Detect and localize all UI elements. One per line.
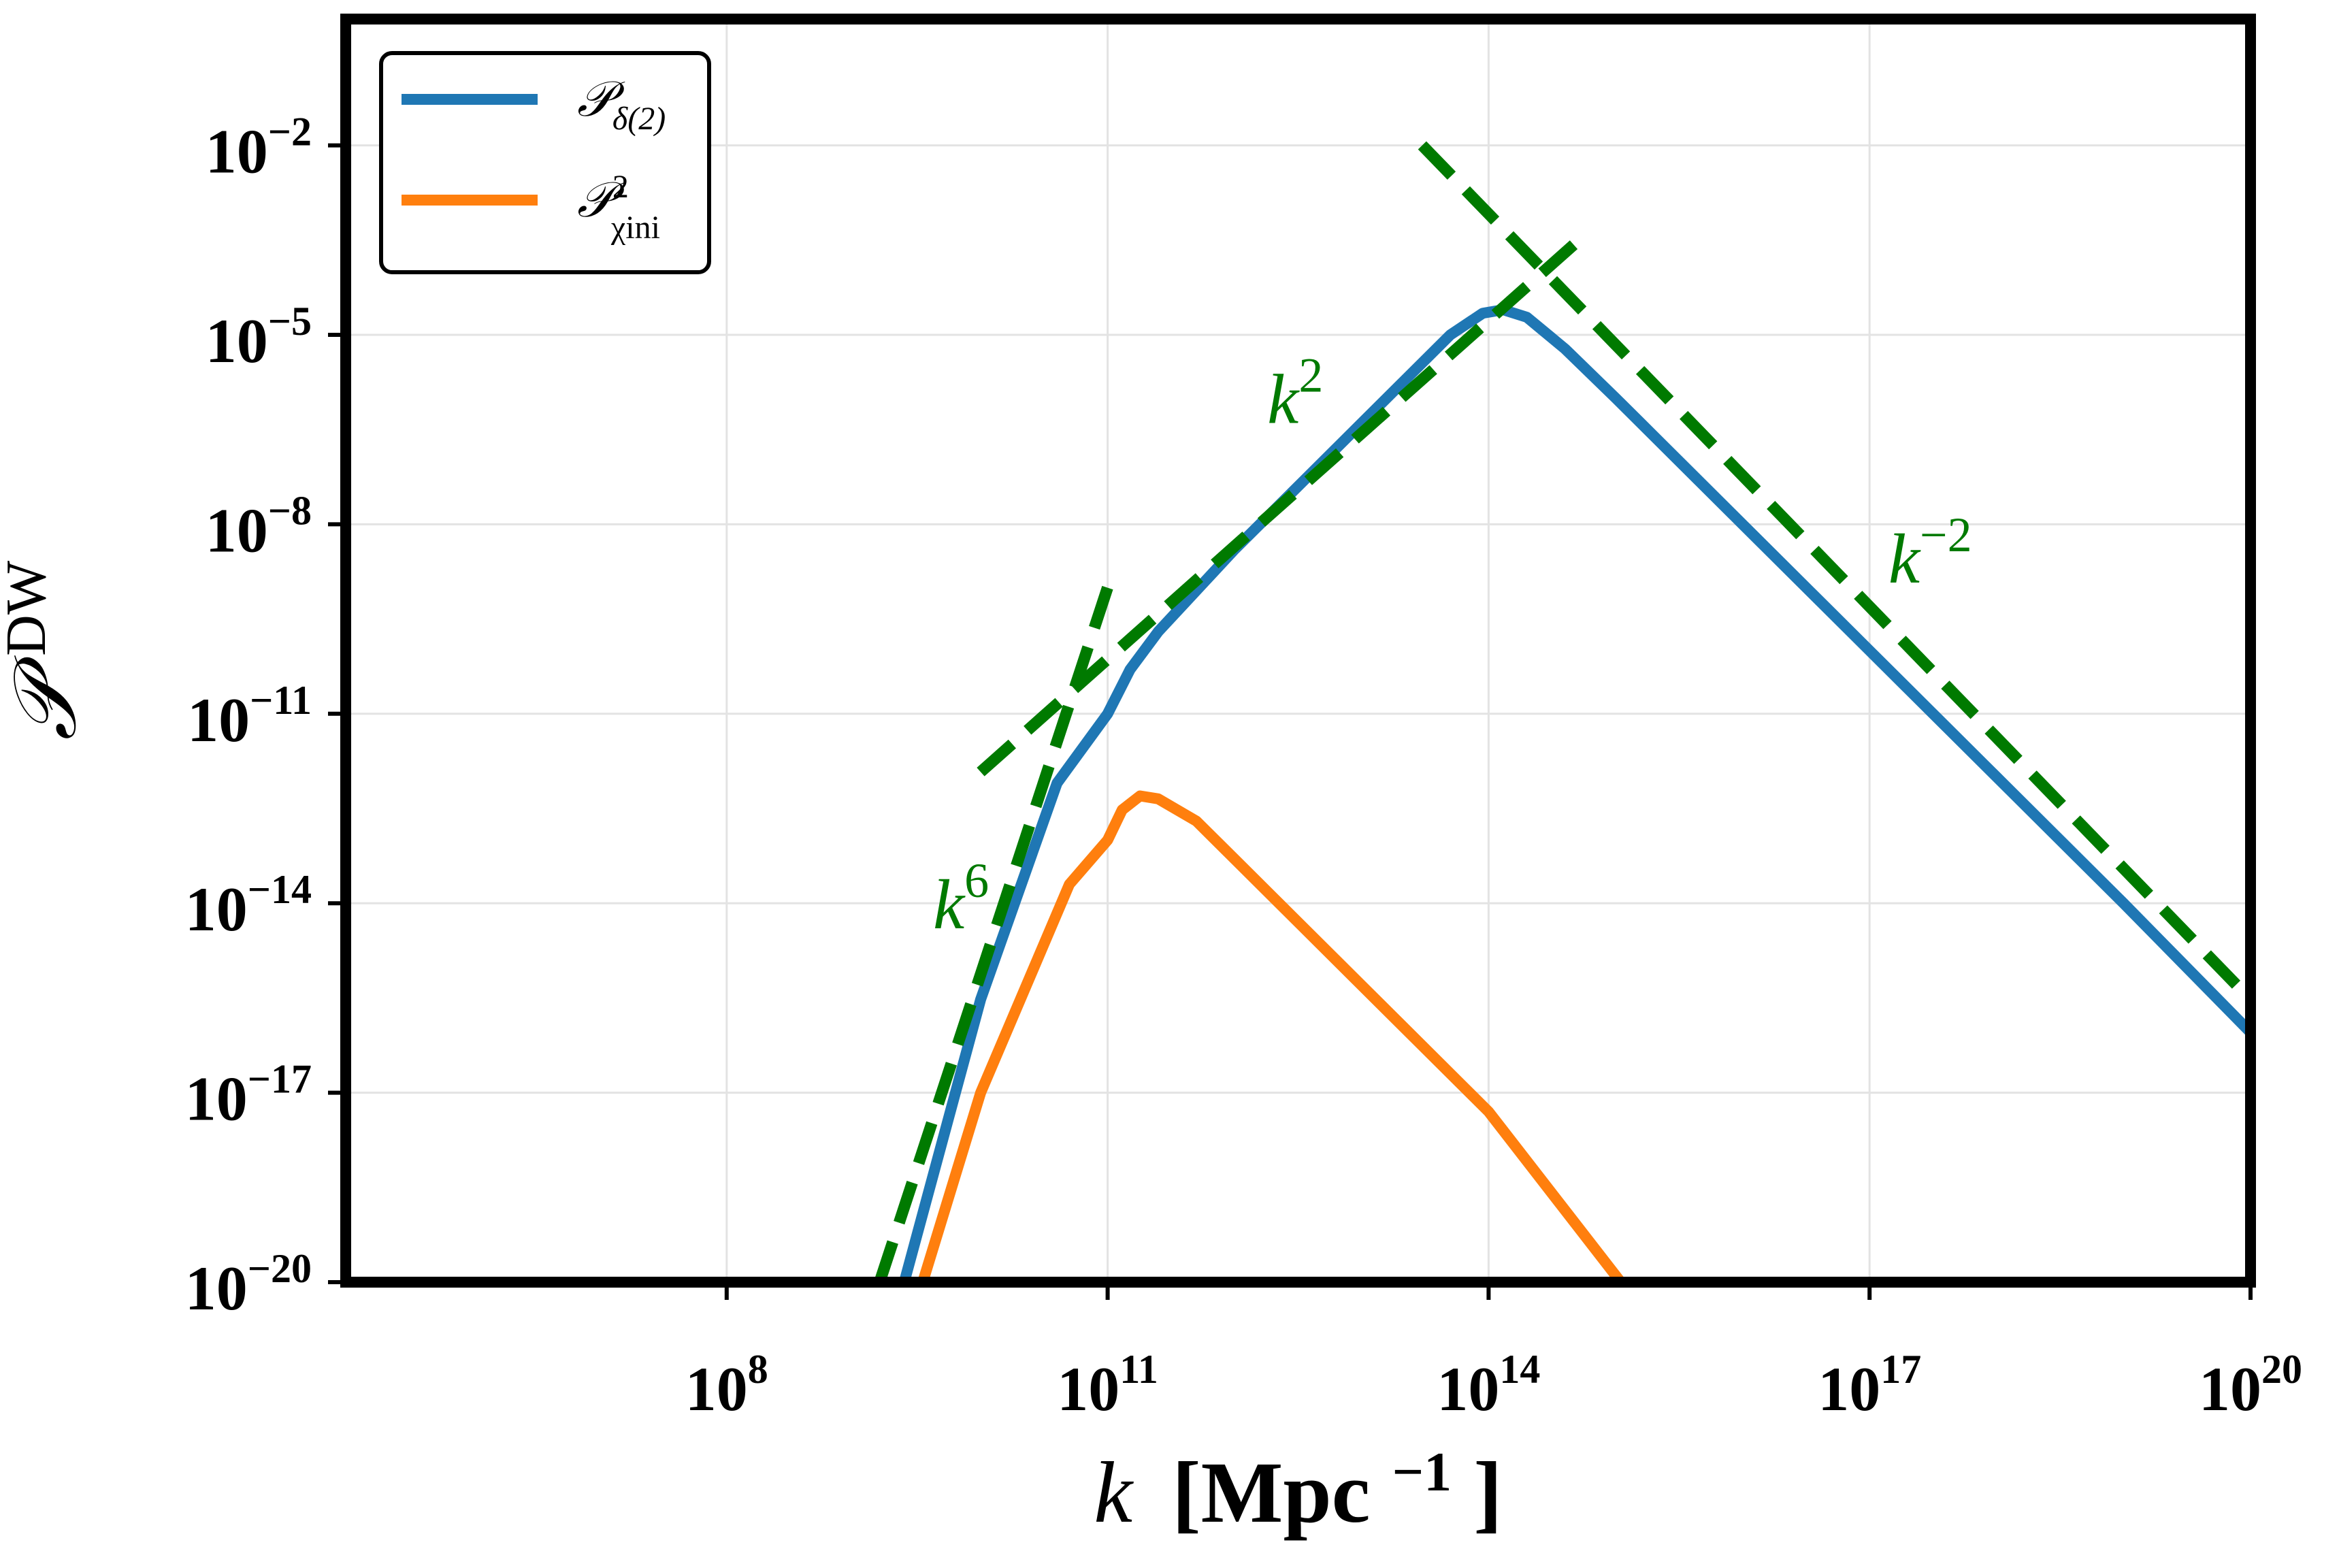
y-tick-base: 10 (185, 1064, 248, 1134)
y-tick-label: 10−5 (206, 299, 312, 376)
x-axis-label-unit-close: ] (1473, 1444, 1503, 1541)
annotation-label: k6 (933, 853, 989, 944)
y-axis-label-var: 𝒫 (0, 655, 94, 740)
x-axis-label-unit-exp: −1 (1392, 1441, 1452, 1503)
series-line-2 (917, 790, 1626, 1282)
y-tick-base: 10 (187, 685, 250, 755)
y-tick-base: 10 (206, 495, 268, 565)
annotation-base: k (1267, 361, 1300, 439)
x-axis-label-unit: [Mpc (1172, 1444, 1370, 1541)
ticks: 108 1011 1014 1017 102010−210−510−810−1110−1… (185, 110, 2302, 1424)
x-axis-label-var: k (1094, 1444, 1134, 1541)
x-tick-base: 10 (1057, 1354, 1119, 1424)
x-tick-base: 10 (1437, 1354, 1499, 1424)
x-tick-exp: 17 (1880, 1347, 1921, 1392)
x-tick-label: 108 (685, 1347, 768, 1424)
y-tick-base: 10 (185, 875, 248, 944)
x-tick-base: 10 (2199, 1354, 2261, 1424)
series-layer (874, 141, 2251, 1282)
legend: 𝒫δ(2)𝒫2 χini (379, 51, 711, 274)
x-tick-label: 1014 (1437, 1347, 1540, 1424)
y-axis-label-sup: DW (0, 560, 58, 656)
legend-label-sub: χini (610, 210, 660, 246)
y-tick-exp: −11 (250, 678, 312, 723)
y-tick-base: 10 (206, 117, 268, 186)
y-tick-exp: −8 (268, 488, 312, 533)
y-tick-label: 10−11 (187, 678, 312, 755)
y-tick-label: 10−2 (206, 110, 312, 186)
y-tick-exp: −5 (268, 299, 312, 344)
y-tick-label: 10−8 (206, 488, 312, 565)
y-tick-exp: −2 (268, 110, 312, 154)
x-tick-exp: 8 (748, 1347, 768, 1392)
annotation-base: k (1888, 520, 1921, 598)
annotations: k2k−2k6 (933, 348, 1972, 944)
x-tick-exp: 14 (1499, 1347, 1540, 1392)
legend-label-sup: 2 (612, 169, 629, 205)
legend-label-sub: δ(2) (612, 101, 666, 137)
x-tick-label: 1020 (2199, 1347, 2302, 1424)
x-tick-exp: 20 (2261, 1347, 2302, 1392)
annotation-label: k2 (1267, 348, 1323, 439)
y-axis-label: 𝒫 DW (0, 560, 94, 740)
series-line-4 (977, 237, 1582, 777)
series-line-3 (874, 585, 1113, 1282)
y-tick-label: 10−17 (185, 1057, 312, 1134)
legend-box (379, 51, 711, 274)
y-tick-exp: −20 (248, 1246, 312, 1291)
y-tick-label: 10−20 (185, 1246, 312, 1323)
annotation-label: k−2 (1888, 508, 1972, 598)
annotation-exp: 6 (964, 853, 989, 908)
y-tick-label: 10−14 (185, 867, 312, 944)
y-tick-exp: −14 (248, 867, 312, 912)
series-line-5 (1418, 141, 2251, 1004)
x-axis-label: k [Mpc −1 ] (1094, 1441, 1503, 1541)
series-line-1 (898, 304, 2251, 1282)
y-tick-base: 10 (185, 1254, 248, 1323)
legend-label: 𝒫2 χini (577, 169, 660, 246)
x-tick-exp: 11 (1119, 1347, 1158, 1392)
axis-labels: k [Mpc −1 ] 𝒫 DW (0, 560, 1503, 1541)
plot-frame (340, 14, 2256, 1288)
annotation-exp: 2 (1298, 348, 1323, 403)
annotation-base: k (933, 866, 966, 944)
y-tick-base: 10 (206, 306, 268, 376)
annotation-exp: −2 (1920, 508, 1972, 562)
y-tick-exp: −17 (248, 1057, 312, 1102)
x-tick-base: 10 (1818, 1354, 1880, 1424)
x-tick-base: 10 (685, 1354, 748, 1424)
x-tick-label: 1011 (1057, 1347, 1158, 1424)
x-tick-label: 1017 (1818, 1347, 1921, 1424)
